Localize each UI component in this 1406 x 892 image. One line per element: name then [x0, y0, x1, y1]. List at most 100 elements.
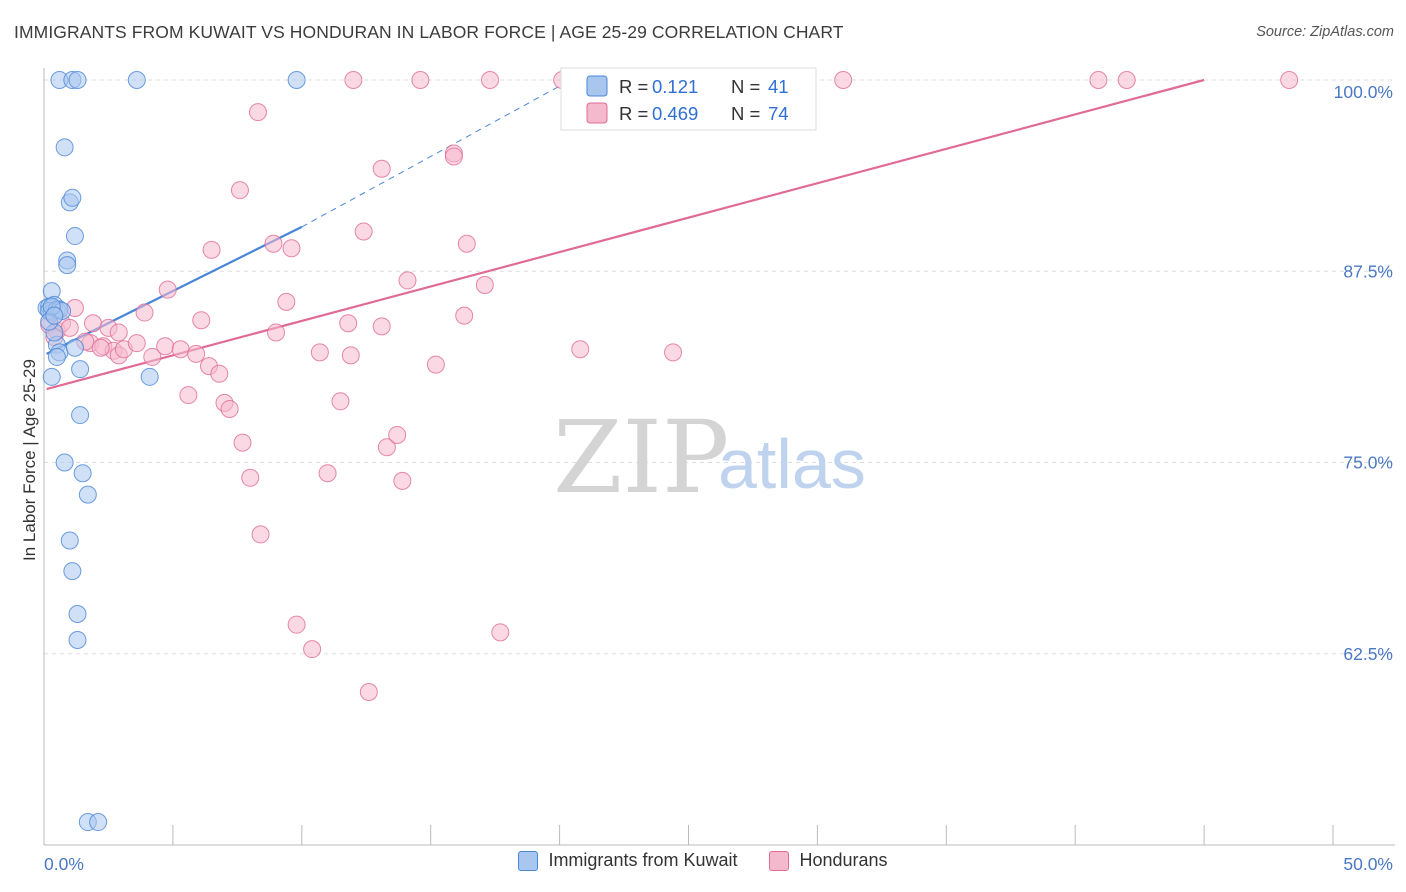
x-tick-label-1: 50.0%: [1343, 854, 1393, 874]
kuwait-point-20[interactable]: [68, 604, 87, 623]
hondurans-point-40[interactable]: [318, 464, 337, 483]
hondurans-point-7[interactable]: [83, 314, 102, 333]
hondurans-point-34[interactable]: [264, 234, 283, 253]
hondurans-point-58[interactable]: [491, 623, 510, 642]
kuwait-point-32[interactable]: [68, 71, 87, 89]
hondurans-point-57[interactable]: [475, 276, 494, 295]
legend-r-label-kuwait: R =: [619, 76, 648, 97]
hondurans-point-52[interactable]: [426, 355, 445, 374]
hondurans-point-38[interactable]: [303, 640, 322, 659]
kuwait-point-13[interactable]: [71, 360, 90, 379]
hondurans-point-19[interactable]: [171, 340, 190, 359]
hondurans-point-59[interactable]: [571, 340, 590, 359]
axes: [43, 68, 1395, 846]
hondurans-point-27[interactable]: [220, 399, 239, 418]
stats-legend: R = 0.121 N = 41 R = 0.469 N = 74: [560, 67, 817, 131]
hondurans-point-18[interactable]: [158, 280, 177, 299]
kuwait-point-17[interactable]: [78, 485, 97, 504]
bottom-legend-item-hondurans[interactable]: Hondurans: [769, 850, 888, 871]
hondurans-point-56[interactable]: [457, 234, 476, 253]
hondurans-point-54[interactable]: [444, 147, 463, 166]
x-tick-label-0: 0.0%: [44, 854, 84, 874]
hondurans-point-36[interactable]: [282, 239, 301, 258]
hondurans-point-30[interactable]: [241, 468, 260, 487]
hondurans-point-50[interactable]: [393, 471, 412, 490]
kuwait-point-11[interactable]: [47, 347, 66, 366]
hondurans-point-68[interactable]: [834, 71, 853, 89]
hondurans-point-70[interactable]: [1117, 71, 1136, 89]
watermark-atlas: atlas: [718, 425, 866, 503]
hondurans-point-48[interactable]: [377, 438, 396, 457]
hondurans-point-16[interactable]: [135, 303, 154, 322]
gridlines: [44, 79, 1395, 655]
hondurans-point-33[interactable]: [267, 323, 286, 342]
source-credit: Source: ZipAtlas.com: [1256, 24, 1394, 40]
hondurans-point-11[interactable]: [109, 323, 128, 342]
hondurans-point-35[interactable]: [277, 292, 296, 311]
legend-n-value-kuwait: 41: [768, 76, 789, 97]
legend-n-value-hondurans: 74: [768, 103, 789, 124]
kuwait-point-34[interactable]: [287, 71, 306, 89]
y-tick-label-0: 62.5%: [1343, 644, 1393, 664]
x-tick-labels: 0.0% 50.0%: [44, 854, 1393, 874]
y-tick-label-2: 87.5%: [1343, 261, 1393, 281]
hondurans-point-3[interactable]: [60, 318, 79, 337]
hondurans-point-44[interactable]: [354, 222, 373, 241]
hondurans-point-39[interactable]: [310, 343, 329, 362]
hondurans-point-73[interactable]: [91, 338, 110, 357]
hondurans-point-47[interactable]: [372, 159, 391, 178]
kuwait-point-21[interactable]: [68, 630, 87, 649]
hondurans-point-71[interactable]: [1280, 71, 1299, 89]
hondurans-point-51[interactable]: [398, 271, 417, 290]
hondurans-point-28[interactable]: [233, 433, 252, 452]
kuwait-point-35[interactable]: [140, 367, 159, 386]
kuwait-point-8[interactable]: [42, 367, 61, 386]
kuwait-point-19[interactable]: [63, 562, 82, 581]
bottom-legend-swatch-kuwait: [518, 850, 539, 871]
hondurans-point-46[interactable]: [372, 317, 391, 336]
hondurans-point-21[interactable]: [187, 344, 206, 363]
kuwait-point-15[interactable]: [55, 453, 74, 472]
kuwait-point-23[interactable]: [89, 813, 108, 832]
kuwait-points: [37, 71, 306, 832]
hondurans-point-62[interactable]: [411, 71, 430, 89]
hondurans-point-20[interactable]: [179, 386, 198, 405]
kuwait-point-16[interactable]: [73, 464, 92, 483]
hondurans-point-69[interactable]: [1089, 71, 1108, 89]
hondurans-point-31[interactable]: [248, 103, 267, 122]
hondurans-point-29[interactable]: [230, 181, 249, 200]
kuwait-point-14[interactable]: [71, 406, 90, 425]
hondurans-point-41[interactable]: [331, 392, 350, 411]
kuwait-point-40[interactable]: [45, 306, 64, 325]
hondurans-point-49[interactable]: [388, 425, 407, 444]
hondurans-point-32[interactable]: [251, 525, 270, 544]
hondurans-point-24[interactable]: [202, 240, 221, 259]
hondurans-point-25[interactable]: [210, 364, 229, 383]
y-tick-label-1: 75.0%: [1343, 453, 1393, 473]
hondurans-point-63[interactable]: [480, 71, 499, 89]
chart-title: IMMIGRANTS FROM KUWAIT VS HONDURAN IN LA…: [14, 22, 844, 42]
kuwait-point-25[interactable]: [58, 256, 77, 275]
hondurans-point-43[interactable]: [341, 346, 360, 365]
hondurans-point-55[interactable]: [455, 306, 474, 325]
kuwait-point-12[interactable]: [65, 338, 84, 357]
hondurans-point-17[interactable]: [156, 337, 175, 356]
hondurans-point-37[interactable]: [287, 615, 306, 634]
hondurans-point-60[interactable]: [664, 343, 683, 362]
kuwait-point-18[interactable]: [60, 531, 79, 550]
hondurans-point-15[interactable]: [143, 347, 162, 366]
legend-r-value-hondurans: 0.469: [652, 103, 698, 124]
hondurans-point-22[interactable]: [192, 311, 211, 330]
trend-line-hondurans: [46, 78, 1205, 391]
watermark-zip: ZIP: [553, 399, 729, 516]
bottom-legend-swatch-hondurans: [769, 850, 790, 871]
hondurans-point-45[interactable]: [359, 683, 378, 701]
bottom-legend-item-kuwait[interactable]: Immigrants from Kuwait: [518, 850, 737, 871]
kuwait-point-28[interactable]: [63, 188, 82, 207]
kuwait-point-33[interactable]: [127, 71, 146, 89]
hondurans-point-61[interactable]: [344, 71, 363, 89]
hondurans-point-14[interactable]: [127, 334, 146, 353]
kuwait-point-26[interactable]: [65, 227, 84, 246]
kuwait-point-29[interactable]: [55, 138, 74, 157]
hondurans-point-42[interactable]: [339, 314, 358, 333]
